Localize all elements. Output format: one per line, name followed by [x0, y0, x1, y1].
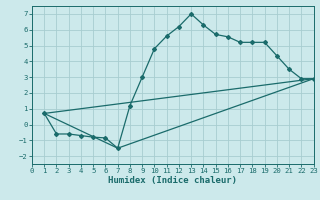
X-axis label: Humidex (Indice chaleur): Humidex (Indice chaleur)	[108, 176, 237, 185]
